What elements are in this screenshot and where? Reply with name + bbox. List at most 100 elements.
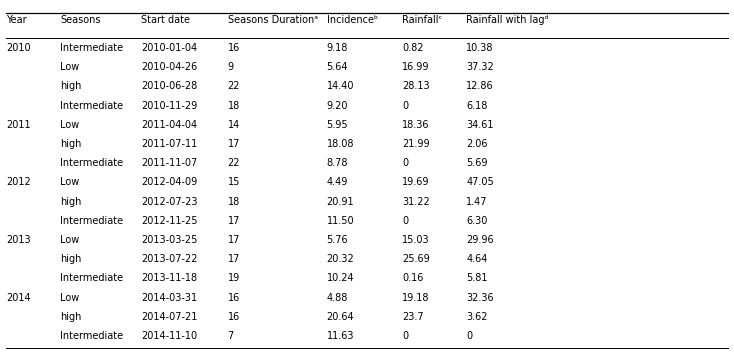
Text: 19.18: 19.18 [402,293,429,303]
Text: 2013-03-25: 2013-03-25 [141,235,197,245]
Text: 14: 14 [228,120,240,130]
Text: 0: 0 [402,331,408,341]
Text: Seasons Durationᵃ: Seasons Durationᵃ [228,15,318,25]
Text: 20.91: 20.91 [327,197,355,207]
Text: Low: Low [60,293,79,303]
Text: 47.05: 47.05 [466,177,494,187]
Text: 22: 22 [228,81,240,92]
Text: 22: 22 [228,158,240,168]
Text: Intermediate: Intermediate [60,331,123,341]
Text: 20.32: 20.32 [327,254,355,264]
Text: 15.03: 15.03 [402,235,430,245]
Text: 0.16: 0.16 [402,274,424,284]
Text: Intermediate: Intermediate [60,158,123,168]
Text: 3.62: 3.62 [466,312,487,322]
Text: 2012-04-09: 2012-04-09 [141,177,197,187]
Text: 2010-11-29: 2010-11-29 [141,101,197,111]
Text: 2011-11-07: 2011-11-07 [141,158,197,168]
Text: 11.63: 11.63 [327,331,354,341]
Text: 4.49: 4.49 [327,177,348,187]
Text: 0: 0 [402,158,408,168]
Text: 2014-03-31: 2014-03-31 [141,293,197,303]
Text: 2012-07-23: 2012-07-23 [141,197,197,207]
Text: 5.64: 5.64 [327,62,348,72]
Text: 2012-11-25: 2012-11-25 [141,216,197,226]
Text: 16: 16 [228,43,240,53]
Text: 4.88: 4.88 [327,293,348,303]
Text: Start date: Start date [141,15,190,25]
Text: Low: Low [60,62,79,72]
Text: 0.82: 0.82 [402,43,424,53]
Text: 5.95: 5.95 [327,120,348,130]
Text: 17: 17 [228,216,240,226]
Text: 37.32: 37.32 [466,62,494,72]
Text: 15: 15 [228,177,240,187]
Text: 28.13: 28.13 [402,81,430,92]
Text: Intermediate: Intermediate [60,43,123,53]
Text: 18.36: 18.36 [402,120,429,130]
Text: Intermediate: Intermediate [60,274,123,284]
Text: 10.38: 10.38 [466,43,493,53]
Text: 0: 0 [466,331,472,341]
Text: 19.69: 19.69 [402,177,429,187]
Text: high: high [60,254,81,264]
Text: 17: 17 [228,139,240,149]
Text: Low: Low [60,177,79,187]
Text: 6.30: 6.30 [466,216,487,226]
Text: 2010-01-04: 2010-01-04 [141,43,197,53]
Text: 2013: 2013 [6,235,31,245]
Text: 2011-04-04: 2011-04-04 [141,120,197,130]
Text: 12.86: 12.86 [466,81,494,92]
Text: 9.18: 9.18 [327,43,348,53]
Text: 2012: 2012 [6,177,31,187]
Text: 2010-04-26: 2010-04-26 [141,62,197,72]
Text: 21.99: 21.99 [402,139,430,149]
Text: 2010: 2010 [6,43,31,53]
Text: 18.08: 18.08 [327,139,354,149]
Text: 10.24: 10.24 [327,274,355,284]
Text: 5.76: 5.76 [327,235,348,245]
Text: 18: 18 [228,101,240,111]
Text: 2011-07-11: 2011-07-11 [141,139,197,149]
Text: Rainfall with lagᵈ: Rainfall with lagᵈ [466,15,548,25]
Text: 23.7: 23.7 [402,312,424,322]
Text: 11.50: 11.50 [327,216,355,226]
Text: 0: 0 [402,216,408,226]
Text: 6.18: 6.18 [466,101,487,111]
Text: 16.99: 16.99 [402,62,429,72]
Text: 2013-11-18: 2013-11-18 [141,274,197,284]
Text: Intermediate: Intermediate [60,216,123,226]
Text: high: high [60,197,81,207]
Text: 5.69: 5.69 [466,158,487,168]
Text: 2014-07-21: 2014-07-21 [141,312,197,322]
Text: Intermediate: Intermediate [60,101,123,111]
Text: 8.78: 8.78 [327,158,348,168]
Text: Low: Low [60,120,79,130]
Text: 1.47: 1.47 [466,197,487,207]
Text: 5.81: 5.81 [466,274,487,284]
Text: Incidenceᵇ: Incidenceᵇ [327,15,378,25]
Text: Seasons: Seasons [60,15,101,25]
Text: 16: 16 [228,293,240,303]
Text: 7: 7 [228,331,234,341]
Text: Year: Year [6,15,26,25]
Text: 17: 17 [228,235,240,245]
Text: 2013-07-22: 2013-07-22 [141,254,197,264]
Text: high: high [60,312,81,322]
Text: high: high [60,139,81,149]
Text: 0: 0 [402,101,408,111]
Text: 14.40: 14.40 [327,81,354,92]
Text: 4.64: 4.64 [466,254,487,264]
Text: Low: Low [60,235,79,245]
Text: 2014: 2014 [6,293,31,303]
Text: 17: 17 [228,254,240,264]
Text: 19: 19 [228,274,240,284]
Text: 25.69: 25.69 [402,254,430,264]
Text: 9.20: 9.20 [327,101,348,111]
Text: 2014-11-10: 2014-11-10 [141,331,197,341]
Text: 2010-06-28: 2010-06-28 [141,81,197,92]
Text: 18: 18 [228,197,240,207]
Text: 31.22: 31.22 [402,197,430,207]
Text: Rainfallᶜ: Rainfallᶜ [402,15,443,25]
Text: high: high [60,81,81,92]
